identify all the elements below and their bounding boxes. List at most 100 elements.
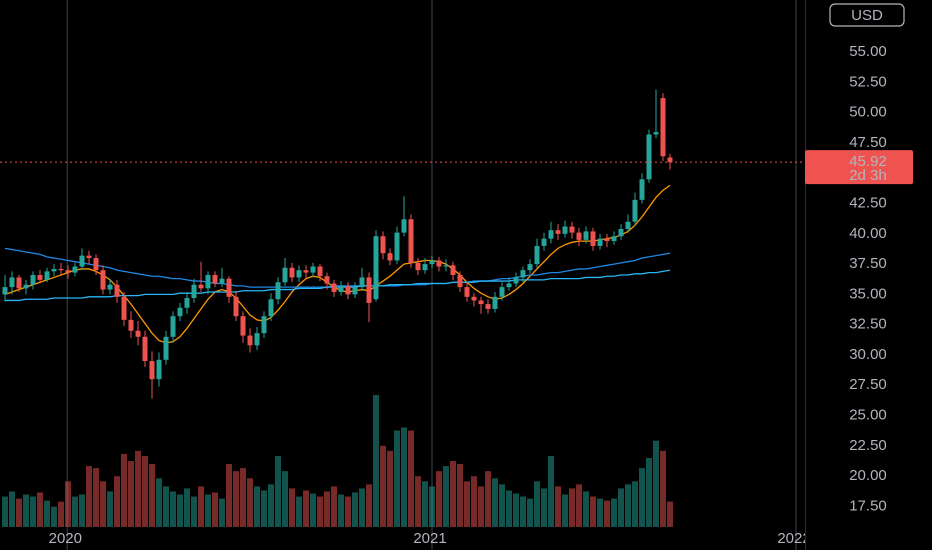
- candle-body: [408, 219, 414, 263]
- candle-body: [205, 275, 211, 289]
- x-tick-label: 2020: [49, 530, 82, 547]
- volume-bar: [226, 464, 232, 527]
- volume-bar: [303, 490, 309, 527]
- volume-bar: [541, 488, 547, 527]
- candle-body: [212, 275, 218, 284]
- volume-bar: [23, 494, 29, 527]
- volume-bar: [282, 471, 288, 527]
- y-tick-label: 55.00: [849, 43, 887, 60]
- volume-bar: [499, 484, 505, 527]
- volume-bar: [422, 481, 428, 527]
- volume-bar: [471, 476, 477, 527]
- volume-bar: [660, 450, 666, 527]
- candle-body: [114, 284, 120, 297]
- volume-bar: [443, 466, 449, 527]
- candle-body: [72, 266, 78, 273]
- volume-bar: [156, 478, 162, 527]
- volume-bar: [597, 498, 603, 527]
- candle-body: [401, 219, 407, 233]
- volume-bar: [233, 471, 239, 527]
- volume-bar: [373, 395, 379, 527]
- volume-bar: [191, 496, 197, 527]
- candle-body: [331, 283, 337, 292]
- candle-body: [492, 296, 498, 309]
- candle-body: [639, 179, 645, 200]
- candle-body: [429, 260, 435, 265]
- volume-bar: [415, 476, 421, 527]
- volume-bar: [324, 491, 330, 527]
- volume-bar: [583, 491, 589, 527]
- volume-bar: [254, 486, 260, 527]
- candle-body: [79, 255, 85, 267]
- candle-body: [261, 316, 267, 334]
- y-tick-label: 37.50: [849, 255, 887, 272]
- volume-bar: [268, 484, 274, 527]
- candle-body: [135, 330, 141, 337]
- candle-body: [485, 304, 491, 309]
- volume-bar: [569, 488, 575, 527]
- volume-bar: [380, 445, 386, 527]
- volume-bar: [408, 430, 414, 527]
- volume-bar: [394, 430, 400, 527]
- volume-bar: [219, 498, 225, 527]
- volume-bar: [590, 496, 596, 527]
- volume-bar: [121, 453, 127, 527]
- volume-bar: [275, 455, 281, 527]
- candle-body: [44, 271, 50, 280]
- candle-body: [191, 284, 197, 299]
- candle-body: [268, 299, 274, 317]
- volume-bar: [65, 481, 71, 527]
- volume-bar: [296, 496, 302, 527]
- volume-bar: [247, 478, 253, 527]
- volume-bar: [450, 461, 456, 527]
- volume-bar: [142, 455, 148, 527]
- candle-body: [660, 98, 666, 157]
- candle-body: [373, 236, 379, 300]
- x-tick-label: 2021: [413, 530, 446, 547]
- candle-body: [618, 228, 624, 237]
- candle-body: [541, 238, 547, 246]
- candle-body: [380, 236, 386, 254]
- moving-average: [4, 247, 671, 288]
- y-tick-label: 35.00: [849, 285, 887, 302]
- candle-body: [121, 296, 127, 320]
- volume-bar: [170, 491, 176, 527]
- volume-bar: [618, 488, 624, 527]
- candle-body: [58, 268, 64, 271]
- candle-body: [464, 287, 470, 297]
- candle-body: [142, 336, 148, 362]
- volume-bar: [604, 500, 610, 527]
- candle-body: [170, 316, 176, 337]
- candle-body: [499, 287, 505, 297]
- candle-body: [632, 199, 638, 222]
- volume-bar: [310, 493, 316, 527]
- candle-body: [65, 270, 71, 273]
- candle-body: [555, 230, 561, 234]
- volume-bar: [429, 486, 435, 527]
- candle-body: [478, 300, 484, 305]
- volume-bar: [562, 494, 568, 527]
- volume-bar: [9, 491, 15, 527]
- candle-body: [534, 245, 540, 265]
- volume-bar: [338, 494, 344, 527]
- volume-bar: [198, 486, 204, 527]
- volume-bar: [632, 481, 638, 527]
- candle-body: [16, 277, 22, 289]
- price-badge: [805, 150, 913, 185]
- volume-bar: [114, 476, 120, 527]
- candle-body: [163, 336, 169, 360]
- y-tick-label: 27.50: [849, 376, 887, 393]
- candle-body: [128, 319, 134, 331]
- x-tick-label: 2022: [777, 530, 810, 547]
- plot-area: 2020 2021 2022: [0, 0, 811, 550]
- volume-bar: [135, 450, 141, 527]
- candle-body: [646, 134, 652, 180]
- volume-bar: [548, 455, 554, 527]
- candle-body: [30, 275, 36, 285]
- candle-body: [667, 157, 673, 163]
- candle-body: [247, 335, 253, 346]
- candle-body: [562, 226, 568, 234]
- candle-body: [548, 230, 554, 239]
- volume-bar: [72, 496, 78, 527]
- currency-label: USD: [851, 7, 883, 24]
